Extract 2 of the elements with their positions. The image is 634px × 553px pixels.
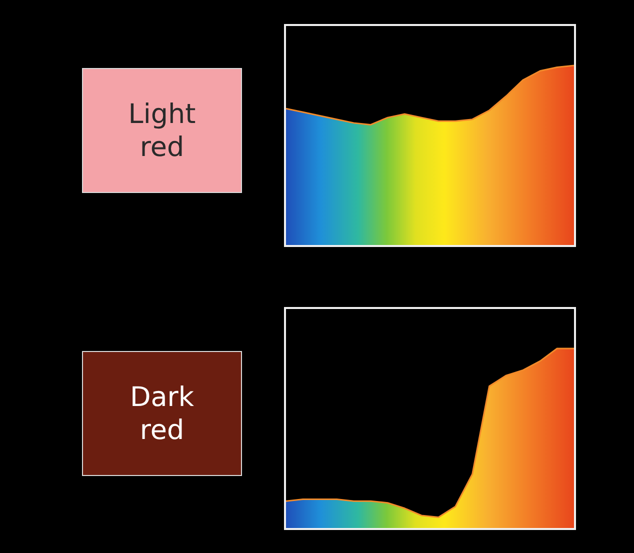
color-swatch: Dark red	[82, 351, 242, 476]
color-swatch: Light red	[82, 68, 242, 193]
